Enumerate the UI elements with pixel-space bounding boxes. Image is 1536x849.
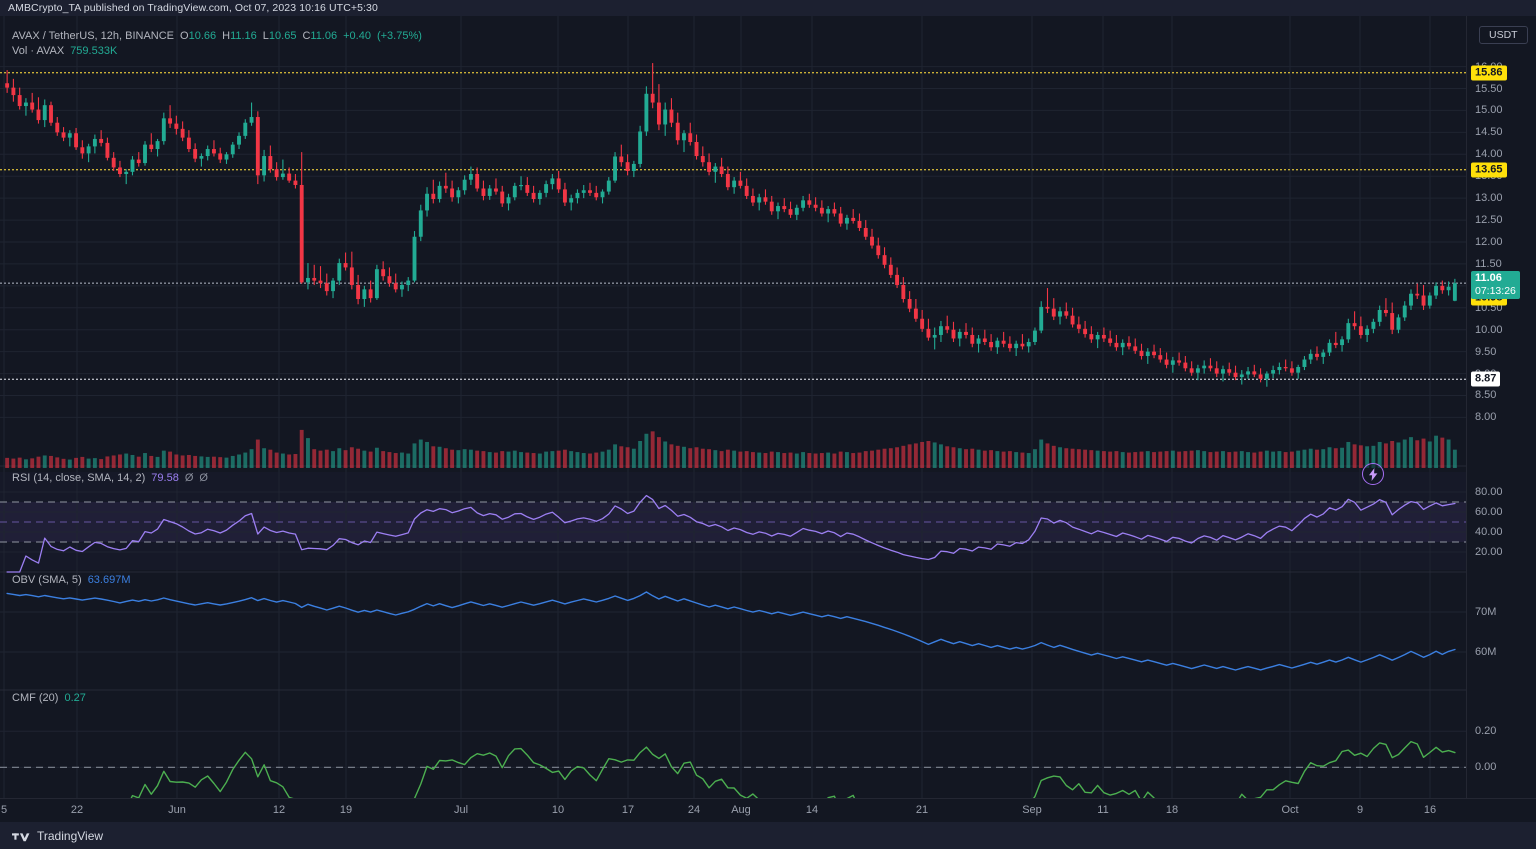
time-tick-10: 10 <box>551 804 565 816</box>
time-tick-17: 17 <box>621 804 635 816</box>
high-label: H <box>222 30 231 42</box>
lightning-bolt-glyph <box>1368 467 1377 481</box>
high-value: 11.16 <box>230 30 257 42</box>
volume-title: Vol · AVAX <box>12 45 65 57</box>
volume-legend[interactable]: Vol · AVAX 759.533K <box>12 45 117 58</box>
time-tick-aug: Aug <box>731 804 751 816</box>
time-tick-24: 24 <box>687 804 701 816</box>
volume-value: 759.533K <box>70 45 118 57</box>
price-tag-support[interactable]: 8.87 <box>1471 371 1501 387</box>
time-tick-sep: Sep <box>1022 804 1042 816</box>
time-tick-jun: Jun <box>168 804 186 816</box>
price-tick-15-50: 15.50 <box>1475 82 1503 95</box>
cmf-tick-0-00: 0.00 <box>1475 761 1497 774</box>
price-axis[interactable]: USDT 16.0015.5015.0014.5014.0013.5013.00… <box>1466 16 1536 798</box>
rsi-empty-2: Ø <box>199 472 208 484</box>
rsi-tick-80-00: 80.00 <box>1475 486 1503 498</box>
time-tick-jul: Jul <box>453 804 469 816</box>
tradingview-logo-icon <box>12 832 30 841</box>
change-percent: (+3.75%) <box>376 30 422 42</box>
symbol-name: AVAX / TetherUS, 12h, BINANCE <box>12 30 175 42</box>
publisher-text: AMBCrypto_TA published on TradingView.co… <box>8 2 378 14</box>
cmf-value: 0.27 <box>64 692 86 704</box>
rsi-legend[interactable]: RSI (14, close, SMA, 14, 2) 79.58 Ø Ø <box>12 472 208 485</box>
rsi-value: 79.58 <box>151 472 179 484</box>
cmf-title: CMF (20) <box>12 692 59 704</box>
price-tick-14-00: 14.00 <box>1475 148 1503 161</box>
currency-chip[interactable]: USDT <box>1479 26 1528 44</box>
symbol-legend[interactable]: AVAX / TetherUS, 12h, BINANCE O10.66 H11.1… <box>12 30 422 43</box>
price-tick-12-00: 12.00 <box>1475 236 1503 248</box>
time-tick-11: 11 <box>1097 804 1109 816</box>
obv-title: OBV (SMA, 5) <box>12 574 82 586</box>
chart-canvas[interactable]: AVAX / TetherUS, 12h, BINANCE O10.66 H11.1… <box>0 16 1466 798</box>
rsi-tick-60-00: 60.00 <box>1475 506 1503 518</box>
publisher-bar: AMBCrypto_TA published on TradingView.co… <box>0 0 1536 16</box>
close-value: 11.06 <box>310 30 338 42</box>
price-tick-15-00: 15.00 <box>1475 104 1503 117</box>
time-tick-21: 21 <box>915 804 929 816</box>
price-tick-14-50: 14.50 <box>1475 126 1503 139</box>
time-tick-oct: Oct <box>1281 804 1299 816</box>
price-tick-13-00: 13.00 <box>1475 192 1503 205</box>
time-tick-14: 14 <box>805 804 819 816</box>
obv-legend[interactable]: OBV (SMA, 5) 63.697M <box>12 574 131 587</box>
low-value: 10.65 <box>268 30 297 42</box>
rsi-title: RSI (14, close, SMA, 14, 2) <box>12 472 146 484</box>
footer-bar: TradingView <box>0 822 1536 849</box>
lightning-bolt-icon[interactable] <box>1362 463 1384 485</box>
time-tick-19: 19 <box>339 804 353 816</box>
rsi-empty-1: Ø <box>184 472 194 484</box>
price-tag-resistance-mid[interactable]: 13.65 <box>1471 162 1507 178</box>
price-tick-8-50: 8.50 <box>1475 389 1497 402</box>
price-tag-resistance-high[interactable]: 15.86 <box>1471 65 1507 81</box>
time-tick-9: 9 <box>1356 804 1364 816</box>
cmf-tick-0-20: 0.20 <box>1475 725 1497 738</box>
time-tick-16: 16 <box>1423 804 1437 816</box>
footer-brand: TradingView <box>37 828 104 843</box>
cmf-legend[interactable]: CMF (20) 0.27 <box>12 692 86 705</box>
time-axis[interactable]: 5 22 Jun 12 19 Jul 10 17 24 Aug 14 21 Sep 11 18 Oct 9 16 <box>0 798 1536 822</box>
price-tick-8-00: 8.00 <box>1475 411 1497 424</box>
price-tick-10-00: 10.00 <box>1475 323 1503 336</box>
obv-tick-60M: 60M <box>1475 646 1497 658</box>
close-label: C <box>302 30 311 42</box>
rsi-tick-40-00: 40.00 <box>1475 526 1503 538</box>
time-tick-12: 12 <box>272 804 286 816</box>
obv-value: 63.697M <box>87 574 131 586</box>
price-tick-11-50: 11.50 <box>1475 257 1502 270</box>
time-tick-18: 18 <box>1165 804 1179 816</box>
open-label: O <box>180 30 189 42</box>
rsi-tick-20-00: 20.00 <box>1475 546 1503 558</box>
price-tick-12-50: 12.50 <box>1475 214 1503 227</box>
change-value: +0.40 <box>343 30 371 42</box>
time-tick-5: 5 <box>0 804 8 816</box>
low-label: L <box>262 30 269 42</box>
chart-plot-area[interactable] <box>0 16 1466 798</box>
price-tag-last-price[interactable]: 11.06 07:13:26 <box>1471 271 1520 300</box>
obv-tick-70M: 70M <box>1475 606 1497 618</box>
time-tick-22: 22 <box>70 804 84 816</box>
open-value: 10.66 <box>188 30 217 42</box>
price-tick-9-50: 9.50 <box>1475 345 1497 358</box>
